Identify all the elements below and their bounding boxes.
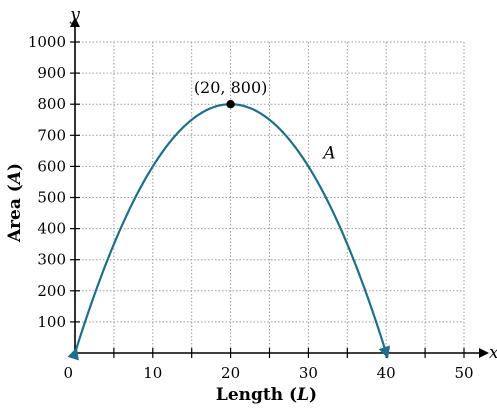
y-axis-title-symbol: A xyxy=(5,171,25,186)
y-tick-label: 500 xyxy=(37,189,66,207)
y-tick-label: 1000 xyxy=(28,33,66,51)
vertex-label: (20, 800) xyxy=(194,78,268,97)
y-axis-title: Area (A) xyxy=(5,163,25,243)
y-tick-label: 900 xyxy=(37,64,66,82)
axes xyxy=(70,17,489,358)
grid xyxy=(75,41,465,353)
x-tick-label: 30 xyxy=(299,364,318,382)
y-tick-label: 600 xyxy=(37,157,66,175)
x-tick-label: 40 xyxy=(377,364,396,382)
annotations: (20, 800) xyxy=(194,78,268,109)
y-tick-label: 700 xyxy=(37,126,66,144)
y-tick-label: 400 xyxy=(37,220,66,238)
x-axis-title: Length (L) xyxy=(216,385,317,405)
x-axis-title-text: Length xyxy=(216,385,283,405)
x-tick-label: 50 xyxy=(454,364,473,382)
series-label: A xyxy=(321,143,335,163)
y-axis-variable: y xyxy=(69,5,80,25)
x-tick-label: 0 xyxy=(63,364,73,382)
y-tick-label: 800 xyxy=(37,95,66,113)
y-tick-label: 200 xyxy=(37,282,66,300)
x-tick-label: 10 xyxy=(143,364,162,382)
y-tick-label: 100 xyxy=(37,313,66,331)
x-tick-label: 20 xyxy=(221,364,240,382)
tick-labels: 0 10 20 30 40 50 100 200 300 400 500 600 700 800 900 10… xyxy=(28,33,474,382)
x-axis-variable: x xyxy=(489,343,497,363)
y-axis-title-text: Area xyxy=(5,198,25,243)
x-axis-title-symbol: L xyxy=(296,385,309,405)
y-tick-label: 300 xyxy=(37,251,66,269)
vertex-point xyxy=(226,100,235,109)
